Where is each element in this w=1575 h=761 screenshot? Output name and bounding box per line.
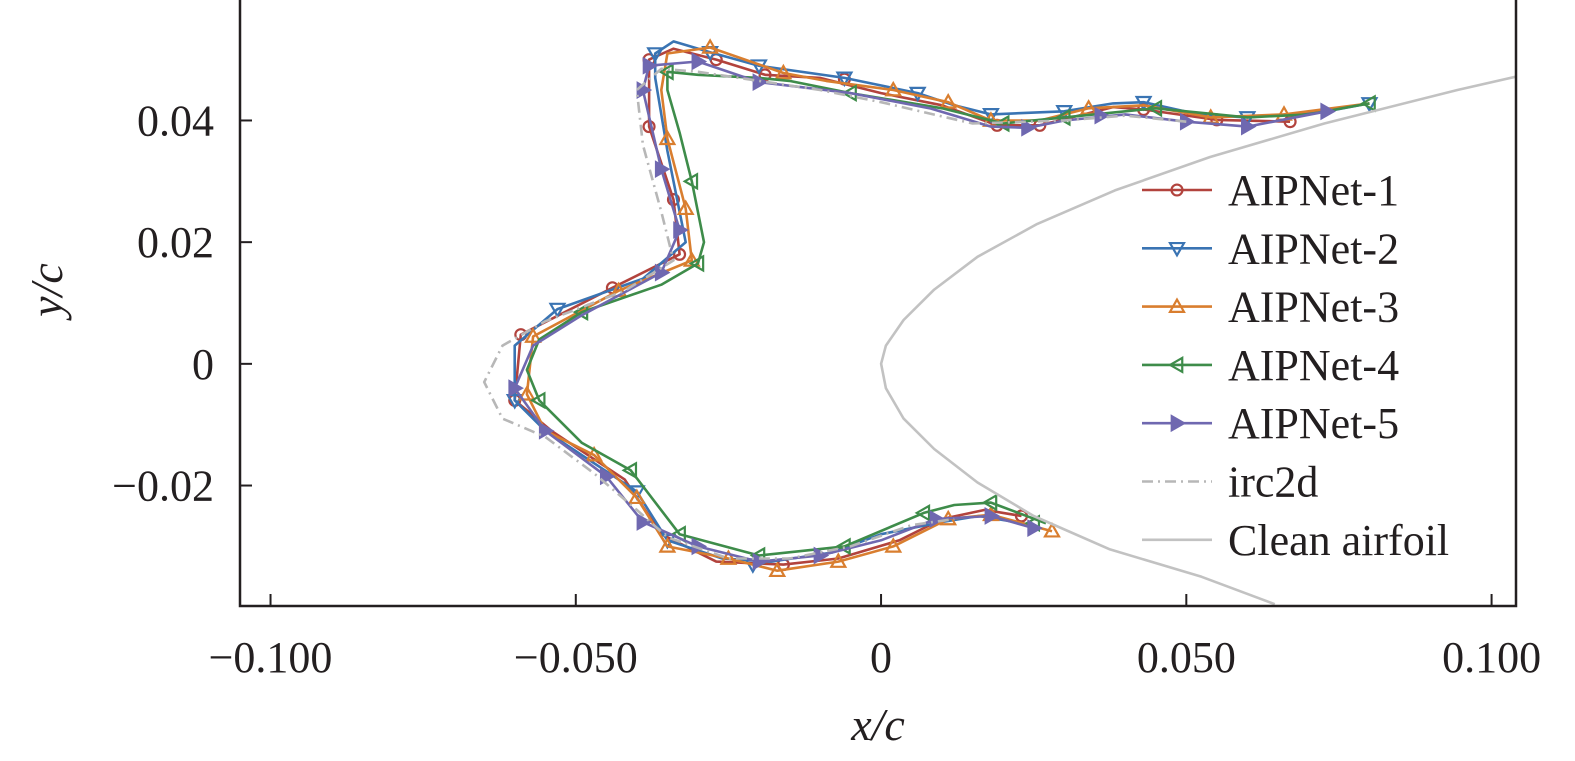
y-tick-label: 0.02: [137, 218, 214, 267]
data-point-marker: [658, 129, 677, 146]
data-point-marker: [835, 71, 854, 88]
legend-item-aipnet-2: AIPNet-2: [1142, 224, 1399, 273]
data-point-marker: [508, 379, 524, 398]
y-tick-label: 0.04: [137, 96, 214, 145]
data-point-marker: [658, 537, 677, 553]
legend-marker: [1170, 183, 1184, 197]
legend: AIPNet-1 AIPNet-2 AIPNet-3 AIPNet-4 AIPNet-5…: [1142, 166, 1449, 565]
legend-label: irc2d: [1228, 458, 1318, 507]
x-tick-label: −0.050: [514, 633, 638, 682]
data-point-marker: [719, 549, 738, 565]
data-point-marker: [518, 385, 536, 401]
data-point-marker: [929, 510, 946, 528]
series-line: [879, 75, 1516, 606]
x-tick-label: 0: [870, 633, 892, 682]
data-point-marker: [529, 391, 546, 410]
data-point-marker: [1241, 117, 1257, 136]
series-layer: [482, 38, 1516, 606]
legend-label: AIPNet-3: [1228, 283, 1399, 332]
data-point-marker: [768, 561, 787, 578]
data-point-marker: [1146, 99, 1163, 118]
data-point-marker: [884, 80, 903, 97]
legend-marker: [1168, 297, 1186, 313]
data-point-marker: [524, 327, 542, 343]
series-irc2d: [482, 67, 1187, 560]
data-point-marker: [682, 172, 699, 191]
x-tick-label: 0.050: [1137, 633, 1236, 682]
data-point-marker: [585, 445, 604, 462]
data-point-marker: [688, 254, 705, 273]
legend-item-clean-airfoil: Clean airfoil: [1142, 516, 1449, 565]
series-aipnet-5: [508, 52, 1336, 571]
data-point-marker: [774, 63, 793, 80]
data-point-marker: [914, 504, 931, 522]
series-line: [482, 67, 1187, 560]
axes-layer: −0.100 −0.050 0 0.050 0.100 −0.02 0 0.02 0.04: [112, 0, 1541, 682]
data-point-marker: [984, 507, 1001, 525]
legend-label: AIPNet-5: [1228, 399, 1399, 448]
legend-item-aipnet-1: AIPNet-1: [1142, 166, 1399, 215]
data-point-marker: [548, 302, 567, 319]
y-tick-label: 0: [192, 340, 214, 389]
legend-item-aipnet-5: AIPNet-5: [1142, 399, 1399, 448]
legend-label: AIPNet-1: [1228, 166, 1399, 215]
legend-item-irc2d: irc2d: [1142, 458, 1318, 507]
data-point-marker: [691, 52, 708, 71]
y-tick-label: −0.02: [112, 462, 214, 511]
y-axis-title: y/c: [21, 263, 72, 321]
data-point-marker: [505, 393, 524, 410]
data-point-marker: [676, 199, 695, 216]
data-point-marker: [701, 38, 720, 54]
data-point-marker: [642, 56, 659, 75]
data-point-marker: [1021, 118, 1037, 137]
legend-label: Clean airfoil: [1228, 516, 1449, 565]
data-point-marker: [538, 421, 555, 440]
legend-item-aipnet-4: AIPNet-4: [1142, 341, 1399, 390]
data-point-marker: [829, 552, 848, 568]
data-point-marker: [627, 488, 646, 505]
x-axis-title: x/c: [850, 699, 905, 750]
x-tick-label: −0.100: [209, 633, 333, 682]
series-clean-airfoil: [879, 75, 1516, 606]
data-point-marker: [646, 47, 665, 63]
data-point-marker: [1079, 99, 1098, 115]
data-point-marker: [658, 62, 674, 81]
data-point-marker: [1134, 95, 1153, 112]
data-point-marker: [1360, 94, 1376, 113]
legend-label: AIPNet-4: [1228, 341, 1399, 390]
data-point-marker: [673, 221, 689, 239]
legend-item-aipnet-3: AIPNet-3: [1142, 283, 1399, 332]
data-point-marker: [666, 193, 681, 207]
data-point-marker: [636, 513, 653, 531]
legend-label: AIPNet-2: [1228, 224, 1399, 273]
legend-marker: [1170, 414, 1187, 433]
data-point-marker: [1320, 102, 1336, 121]
data-point-marker: [982, 108, 1000, 124]
data-point-marker: [884, 537, 903, 553]
data-point-marker: [599, 467, 616, 486]
data-point-marker: [621, 461, 638, 480]
plot-frame: [238, 0, 1518, 608]
series-line: [525, 70, 1370, 557]
data-point-marker: [1027, 519, 1043, 538]
data-point-marker: [981, 493, 998, 512]
series-line: [513, 47, 1291, 566]
data-point-marker: [1043, 521, 1061, 538]
series-aipnet-1: [508, 47, 1297, 572]
x-tick-label: 0.100: [1442, 633, 1541, 682]
legend-marker: [1168, 241, 1186, 258]
data-point-marker: [758, 68, 772, 82]
data-point-marker: [654, 160, 671, 179]
data-point-marker: [1094, 106, 1111, 125]
data-point-marker: [939, 92, 958, 109]
legend-marker: [1167, 356, 1184, 374]
